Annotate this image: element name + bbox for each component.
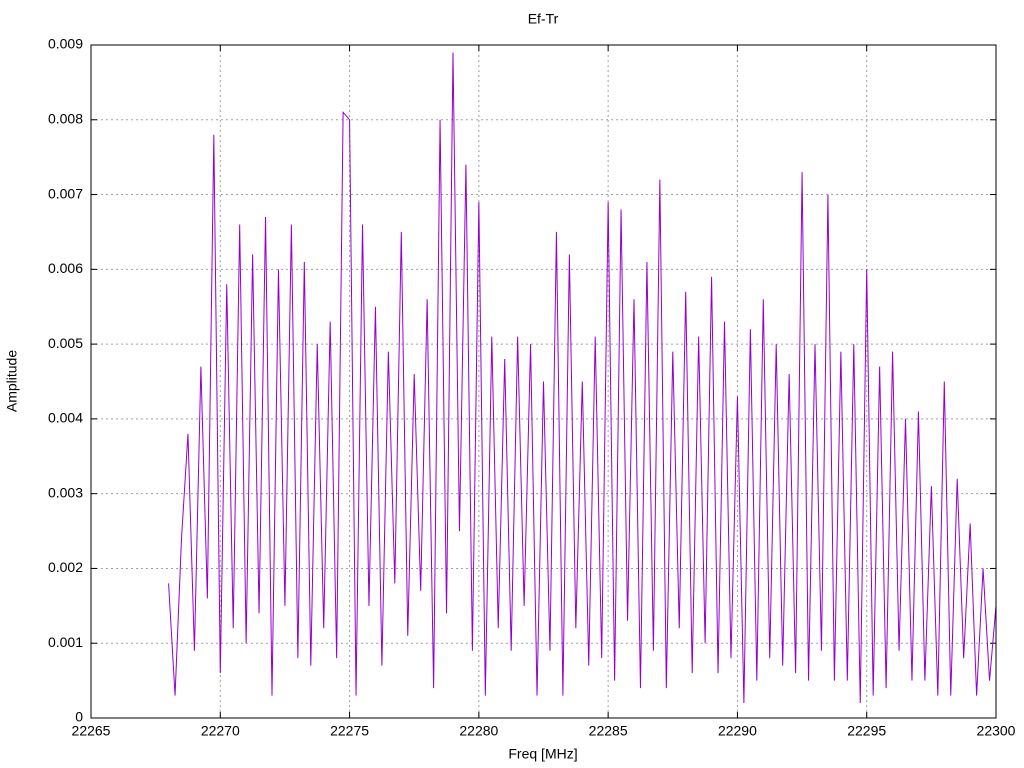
x-tick-label: 22300 [977, 723, 1016, 739]
y-tick-label: 0.005 [48, 335, 83, 351]
x-tick-label: 22295 [847, 723, 886, 739]
y-tick-label: 0.009 [48, 36, 83, 52]
y-tick-label: 0.007 [48, 185, 83, 201]
x-axis-label: Freq [MHz] [508, 746, 577, 762]
data-line [168, 52, 997, 704]
x-tick-label: 22280 [459, 723, 498, 739]
y-tick-label: 0.004 [48, 410, 83, 426]
y-tick-label: 0.002 [48, 559, 83, 575]
x-tick-label: 22270 [201, 723, 240, 739]
y-axis-label: Amplitude [4, 350, 20, 412]
x-tick-label: 22285 [589, 723, 628, 739]
y-tick-label: 0.001 [48, 634, 83, 650]
y-tick-label: 0.008 [48, 110, 83, 126]
x-tick-label: 22275 [330, 723, 369, 739]
chart-title: Ef-Tr [528, 11, 559, 27]
y-tick-label: 0.003 [48, 484, 83, 500]
y-tick-label: 0 [75, 709, 83, 725]
y-tick-label: 0.006 [48, 260, 83, 276]
x-tick-label: 22290 [718, 723, 757, 739]
plot-border [90, 44, 997, 719]
x-tick-label: 22265 [72, 723, 111, 739]
